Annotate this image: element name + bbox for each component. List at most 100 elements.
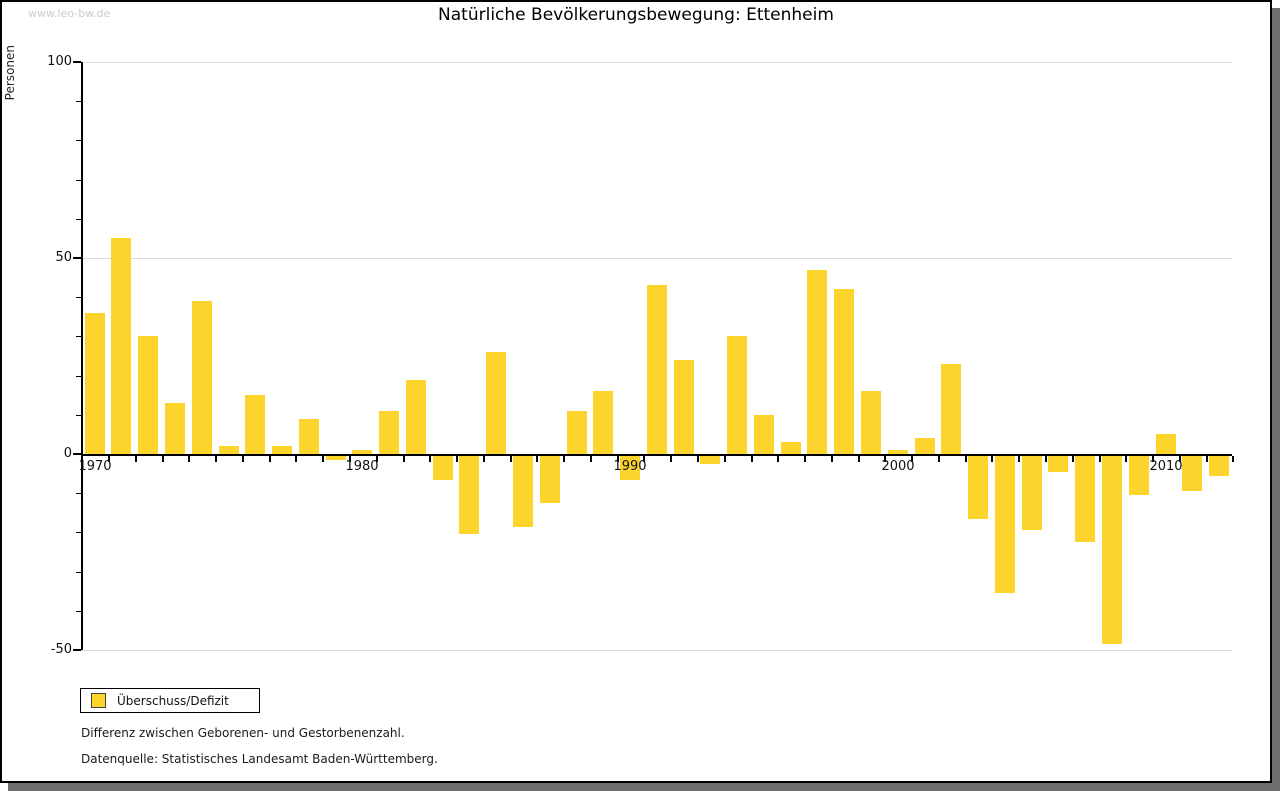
bar — [1156, 434, 1176, 454]
x-tick — [911, 456, 913, 462]
y-minor-tick — [76, 297, 81, 298]
x-tick — [269, 456, 271, 462]
bar — [1129, 456, 1149, 495]
x-tick — [1018, 456, 1020, 462]
x-tick — [724, 456, 726, 462]
x-tick — [1072, 456, 1074, 462]
bar — [861, 391, 881, 454]
x-tick — [1125, 456, 1127, 462]
bar — [85, 313, 105, 454]
x-tick — [483, 456, 485, 462]
bar — [700, 456, 720, 464]
legend-label: Überschuss/Defizit — [117, 693, 229, 708]
bar — [941, 364, 961, 454]
x-tick — [1152, 456, 1154, 462]
x-tick — [858, 456, 860, 462]
x-tick — [938, 456, 940, 462]
x-axis-line — [81, 454, 1232, 456]
bar — [727, 336, 747, 454]
x-tick — [563, 456, 565, 462]
bar — [111, 238, 131, 454]
bar — [888, 450, 908, 454]
bar — [459, 456, 479, 534]
grid-line — [81, 650, 1232, 651]
bar — [406, 380, 426, 454]
legend-swatch-icon — [91, 693, 106, 708]
y-minor-tick — [76, 572, 81, 573]
grid-line — [81, 258, 1232, 259]
x-tick — [670, 456, 672, 462]
x-tick — [1179, 456, 1181, 462]
x-tick-label: 1980 — [345, 459, 379, 474]
x-tick — [751, 456, 753, 462]
x-tick — [831, 456, 833, 462]
x-tick — [697, 456, 699, 462]
bar — [272, 446, 292, 454]
x-tick — [965, 456, 967, 462]
y-minor-tick — [76, 415, 81, 416]
x-tick-label: 1990 — [613, 459, 647, 474]
legend: Überschuss/Defizit — [80, 688, 260, 713]
bar — [834, 289, 854, 454]
bar — [352, 450, 372, 454]
plot-area: 100 50 0 -50 1970 1980 1990 2000 2010 — [2, 2, 1270, 781]
bar — [781, 442, 801, 454]
x-tick — [403, 456, 405, 462]
y-major-tick — [73, 257, 81, 259]
bar — [995, 456, 1015, 593]
bar — [1209, 456, 1229, 476]
bar — [326, 456, 346, 460]
bar — [299, 419, 319, 454]
y-major-tick — [73, 453, 81, 455]
x-tick-label: 1970 — [78, 459, 112, 474]
bar — [593, 391, 613, 454]
bar — [915, 438, 935, 454]
x-tick — [295, 456, 297, 462]
x-tick-label: 2010 — [1149, 459, 1183, 474]
y-minor-tick — [76, 611, 81, 612]
bar — [192, 301, 212, 454]
y-minor-tick — [76, 532, 81, 533]
x-tick — [135, 456, 137, 462]
y-tick-label: 100 — [47, 54, 72, 69]
x-tick — [617, 456, 619, 462]
bar — [647, 285, 667, 454]
y-tick-label: -50 — [50, 642, 72, 657]
bar — [620, 456, 640, 480]
bar — [138, 336, 158, 454]
x-tick — [1232, 456, 1234, 462]
x-tick — [429, 456, 431, 462]
watermark: www.leo-bw.de — [28, 7, 111, 20]
y-axis-line — [81, 62, 83, 650]
bar — [1102, 456, 1122, 644]
bar — [219, 446, 239, 454]
y-tick-label: 0 — [63, 446, 72, 461]
y-tick-label: 50 — [55, 250, 72, 265]
x-tick — [590, 456, 592, 462]
bar — [754, 415, 774, 454]
bar — [165, 403, 185, 454]
bar — [1075, 456, 1095, 542]
x-tick — [777, 456, 779, 462]
bar — [433, 456, 453, 480]
footnote-source: Datenquelle: Statistisches Landesamt Bad… — [81, 752, 438, 766]
bar — [807, 270, 827, 454]
bar — [1182, 456, 1202, 491]
bar — [379, 411, 399, 454]
footnote-definition: Differenz zwischen Geborenen- und Gestor… — [81, 726, 405, 740]
bar — [540, 456, 560, 503]
bar — [1048, 456, 1068, 472]
bar — [674, 360, 694, 454]
x-tick — [1099, 456, 1101, 462]
x-tick — [884, 456, 886, 462]
page-title: Natürliche Bevölkerungsbewegung: Ettenhe… — [438, 5, 834, 25]
y-minor-tick — [76, 101, 81, 102]
y-minor-tick — [76, 493, 81, 494]
x-tick — [991, 456, 993, 462]
x-tick — [349, 456, 351, 462]
bar — [567, 411, 587, 454]
x-tick-label: 2000 — [881, 459, 915, 474]
x-tick — [643, 456, 645, 462]
bar — [968, 456, 988, 519]
